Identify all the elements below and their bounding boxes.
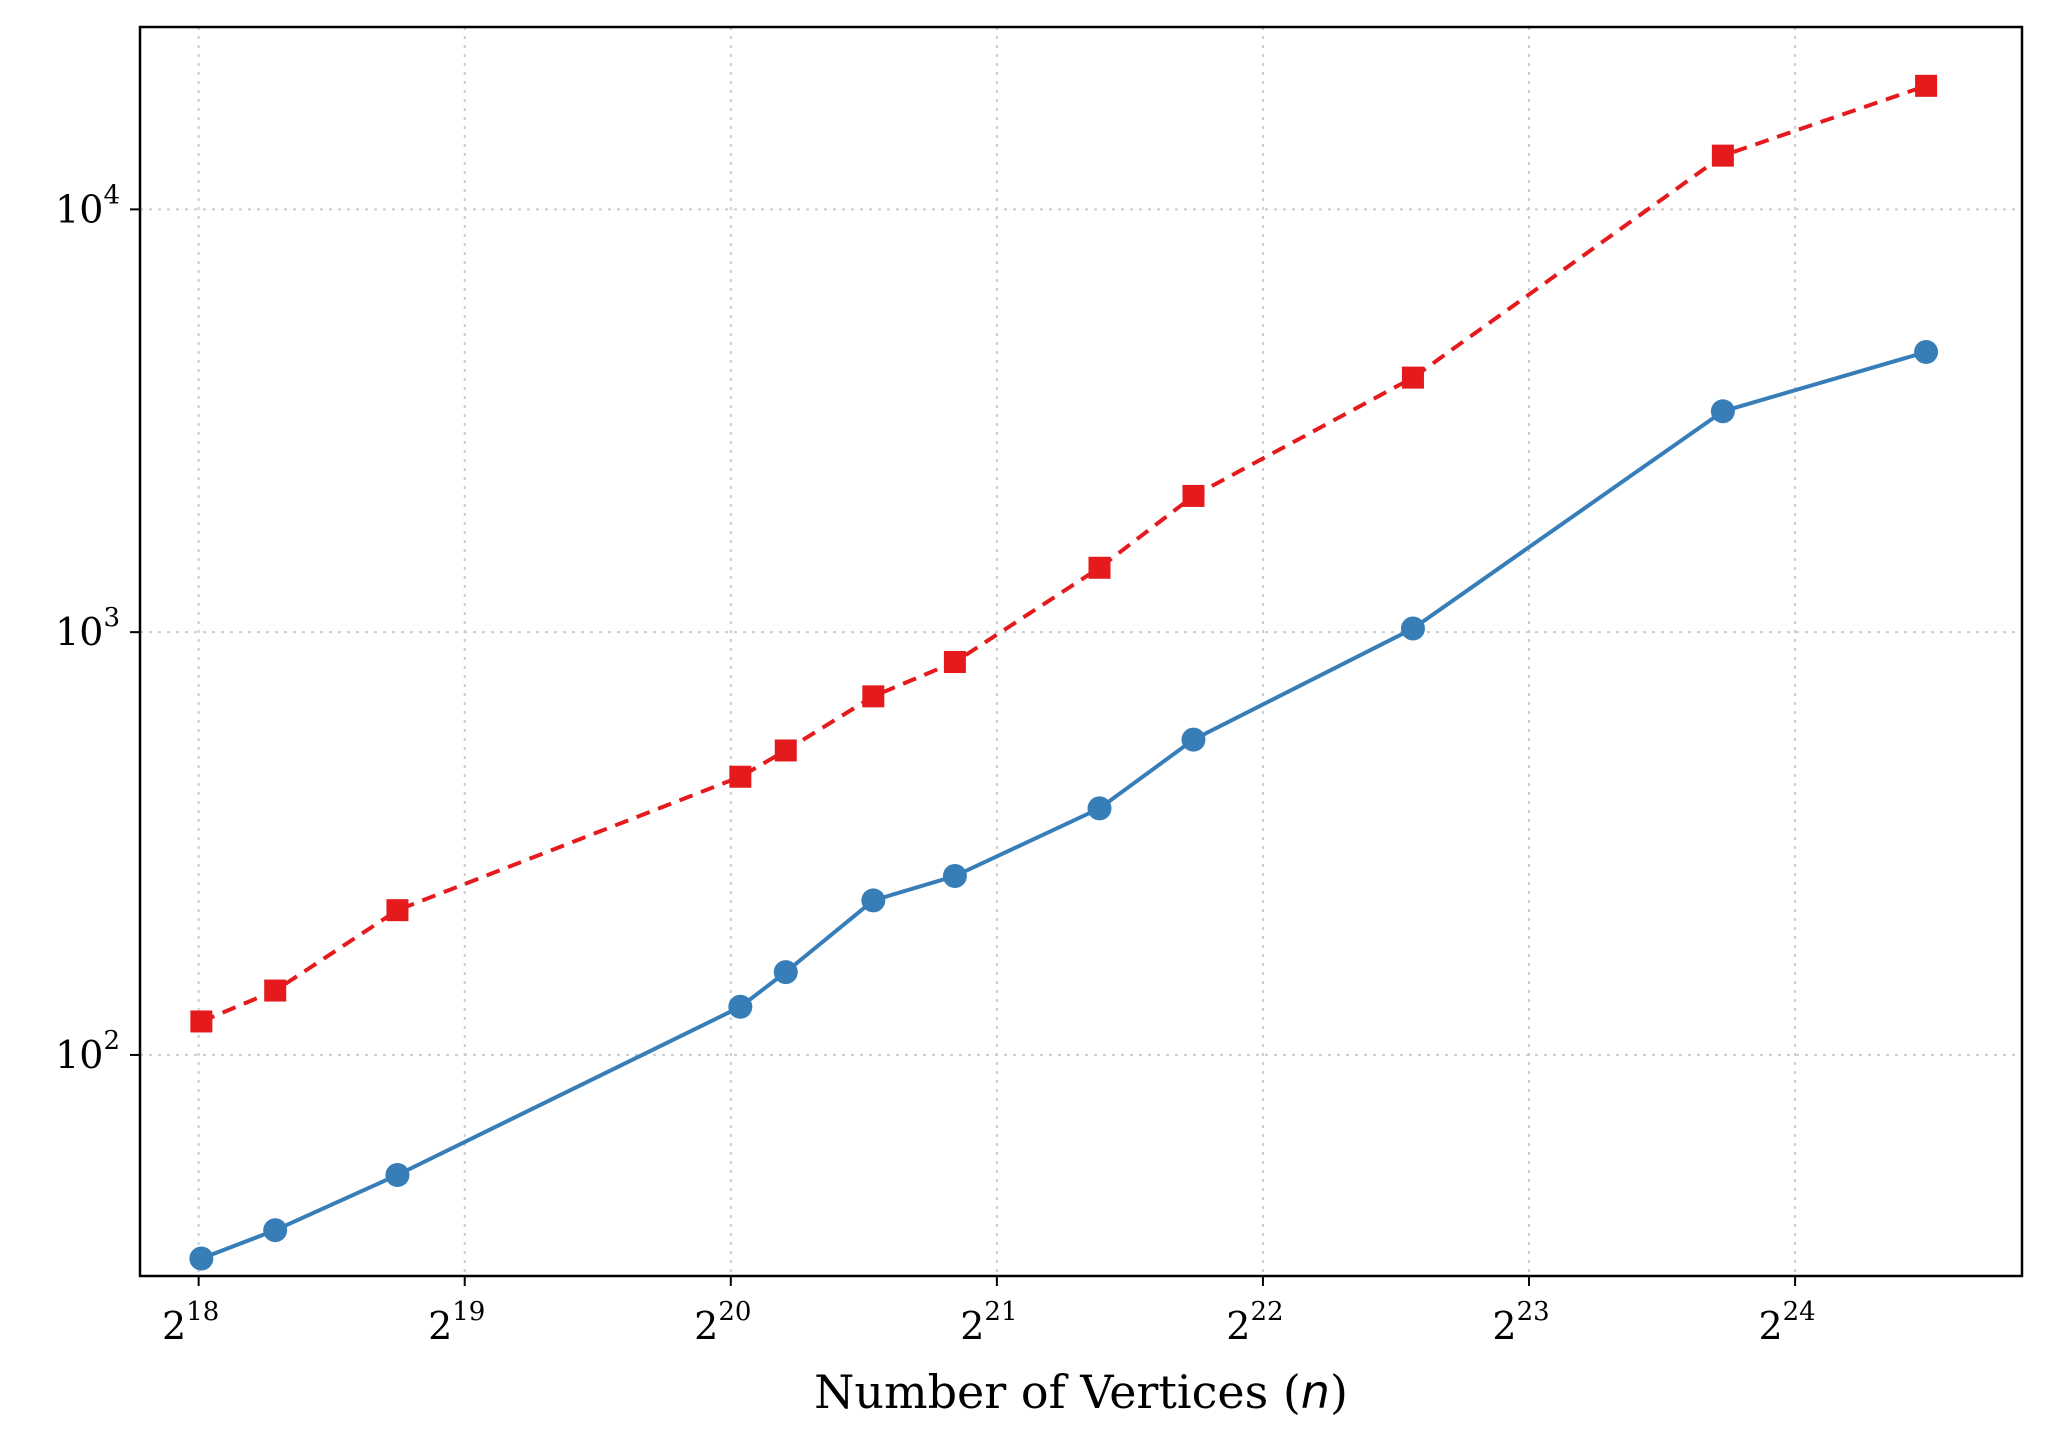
series-blue-point (773, 960, 798, 985)
x-tick-base: 2 (694, 1304, 718, 1348)
y-tick-base: 10 (55, 610, 103, 654)
series-red-point (943, 650, 966, 673)
x-tick-exponent: 20 (718, 1297, 751, 1327)
series-blue-point (728, 994, 753, 1019)
x-axis-label-open-paren: ( (1268, 1365, 1301, 1419)
y-tick-base: 10 (55, 187, 103, 231)
x-tick-base: 2 (1758, 1304, 1782, 1348)
series-red-point (1088, 556, 1111, 579)
x-tick-exponent: 21 (984, 1297, 1017, 1327)
x-axis-label-text: Number of Vertices (814, 1365, 1268, 1419)
y-tick-exponent: 3 (103, 603, 120, 633)
x-tick-base: 2 (1226, 1304, 1250, 1348)
x-tick-exponent: 24 (1783, 1297, 1816, 1327)
x-tick-label: 222 (1226, 1297, 1283, 1348)
y-tick-label: 104 (55, 180, 120, 231)
series-blue-point (861, 888, 886, 913)
series-red-point (190, 1010, 213, 1033)
series-blue-point (1914, 339, 1939, 364)
series-blue-point (385, 1163, 410, 1188)
x-axis-label-variable: n (1301, 1365, 1330, 1419)
x-tick-base: 2 (960, 1304, 984, 1348)
series-red-point (862, 685, 885, 708)
x-axis-label: Number of Vertices (n) (814, 1365, 1348, 1419)
x-tick-exponent: 23 (1517, 1297, 1550, 1327)
x-tick-label: 220 (694, 1297, 751, 1348)
series-red-point (1401, 366, 1424, 389)
plot-frame (138, 25, 2024, 1278)
grid-lines (140, 27, 2022, 1276)
series-red-point (1182, 484, 1205, 507)
x-tick-label: 219 (428, 1297, 485, 1348)
series-red-point (264, 979, 287, 1002)
series-blue-point (189, 1246, 214, 1271)
x-tick-label: 223 (1492, 1297, 1549, 1348)
series-blue-point (1400, 616, 1425, 641)
x-axis-label-close-paren: ) (1330, 1365, 1348, 1419)
x-tick-label: 224 (1758, 1297, 1815, 1348)
series-red-point (1711, 144, 1734, 167)
series-blue-point (942, 863, 967, 888)
series-red-point (729, 765, 752, 788)
y-tick-exponent: 2 (103, 1026, 120, 1056)
series-blue-point (1710, 399, 1735, 424)
y-tick-exponent: 4 (103, 180, 120, 210)
x-tick-base: 2 (1492, 1304, 1516, 1348)
y-tick-label: 103 (55, 603, 120, 654)
series-blue-line (200, 350, 1927, 1261)
x-tick-base: 2 (162, 1304, 186, 1348)
series-red-line (200, 83, 1927, 1024)
x-tick-exponent: 22 (1250, 1297, 1283, 1327)
x-tick-label: 218 (162, 1297, 219, 1348)
series-blue-point (263, 1218, 288, 1243)
x-tick-base: 2 (428, 1304, 452, 1348)
series-blue-point (1181, 727, 1206, 752)
y-tick-base: 10 (55, 1033, 103, 1077)
x-tick-exponent: 19 (452, 1297, 485, 1327)
x-tick-label: 221 (960, 1297, 1017, 1348)
series-red-point (386, 899, 409, 922)
series-layer (189, 74, 1939, 1271)
series-blue-point (1087, 796, 1112, 821)
series-red-point (1915, 74, 1938, 97)
series-red-point (774, 739, 797, 762)
y-tick-label: 102 (55, 1026, 120, 1077)
x-tick-exponent: 18 (186, 1297, 219, 1327)
